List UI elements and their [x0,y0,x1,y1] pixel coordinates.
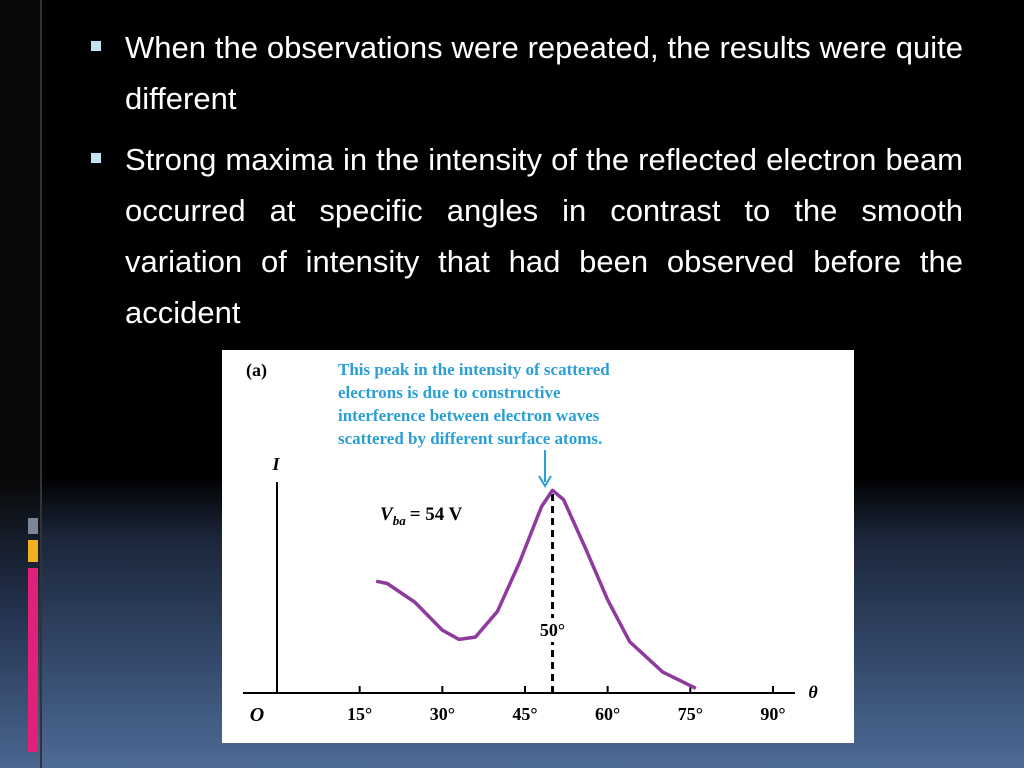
stripe [28,518,38,534]
side-bar [0,0,42,768]
x-tick-label: 60° [595,704,620,724]
label-bg [530,618,575,642]
bullet: Strong maxima in the intensity of the re… [88,134,963,338]
x-tick-label: 30° [430,704,455,724]
bullet: When the observations were repeated, the… [88,22,963,124]
x-tick-label: 90° [760,704,785,724]
voltage-subscript: ba [393,513,407,528]
callout-text: This peak in the intensity of scattered [338,360,610,379]
stripe [28,540,38,562]
callout-text: scattered by different surface atoms. [338,429,602,448]
x-tick-label: 75° [678,704,703,724]
y-axis-label: I [271,454,280,474]
x-axis-label: θ [808,682,818,702]
voltage-symbol: V [380,504,394,525]
callout-arrow [538,450,552,488]
panel-label: (a) [246,360,267,381]
voltage-text: = 54 V [410,504,463,525]
callout-text: electrons is due to constructive [338,383,561,402]
origin-label: O [250,704,264,726]
bullet-list: When the observations were repeated, the… [88,22,963,348]
x-tick-label: 45° [512,704,537,724]
voltage-label: Vba = 54 V [380,504,463,528]
stripe [28,568,38,752]
peak-label: 50° [540,620,565,640]
figure-panel [222,350,854,743]
intensity-curve [375,488,697,690]
callout-text: interference between electron waves [338,406,600,425]
x-tick-label: 15° [347,704,372,724]
